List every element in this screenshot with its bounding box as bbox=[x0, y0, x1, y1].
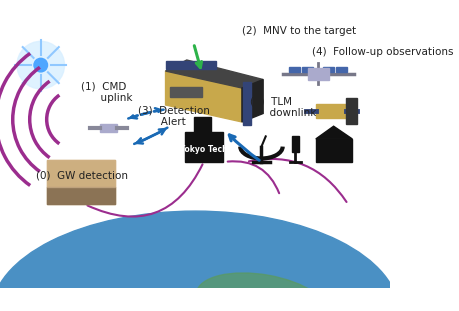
Bar bbox=[322, 67, 333, 72]
Circle shape bbox=[34, 58, 47, 72]
Ellipse shape bbox=[0, 211, 398, 311]
Bar bbox=[185, 132, 223, 162]
Bar bbox=[302, 67, 313, 72]
Bar bbox=[165, 61, 216, 69]
Text: (3)  Detection
       Alert: (3) Detection Alert bbox=[137, 105, 209, 127]
Bar bbox=[346, 98, 356, 124]
Bar bbox=[315, 104, 346, 118]
Bar bbox=[291, 137, 298, 152]
Text: (1)  CMD
      uplink: (1) CMD uplink bbox=[80, 81, 132, 103]
Bar bbox=[308, 67, 328, 80]
Ellipse shape bbox=[196, 273, 330, 311]
Polygon shape bbox=[315, 139, 352, 162]
Bar bbox=[46, 160, 114, 204]
Bar bbox=[100, 124, 117, 132]
Circle shape bbox=[17, 41, 64, 89]
Bar bbox=[169, 87, 202, 97]
Text: (4)  Follow-up observations: (4) Follow-up observations bbox=[312, 47, 453, 57]
Polygon shape bbox=[165, 60, 263, 88]
Bar bbox=[242, 82, 251, 124]
Text: (2)  MNV to the target: (2) MNV to the target bbox=[241, 26, 355, 36]
Polygon shape bbox=[241, 80, 263, 122]
Polygon shape bbox=[315, 126, 352, 139]
Text: (0)  GW detection: (0) GW detection bbox=[36, 170, 128, 180]
Bar bbox=[288, 67, 299, 72]
Bar bbox=[193, 117, 210, 132]
Text: Tokyo Tech: Tokyo Tech bbox=[179, 146, 227, 155]
Text: (5)  TLM
      downlink: (5) TLM downlink bbox=[250, 97, 316, 118]
Bar bbox=[336, 67, 347, 72]
Polygon shape bbox=[165, 71, 241, 122]
